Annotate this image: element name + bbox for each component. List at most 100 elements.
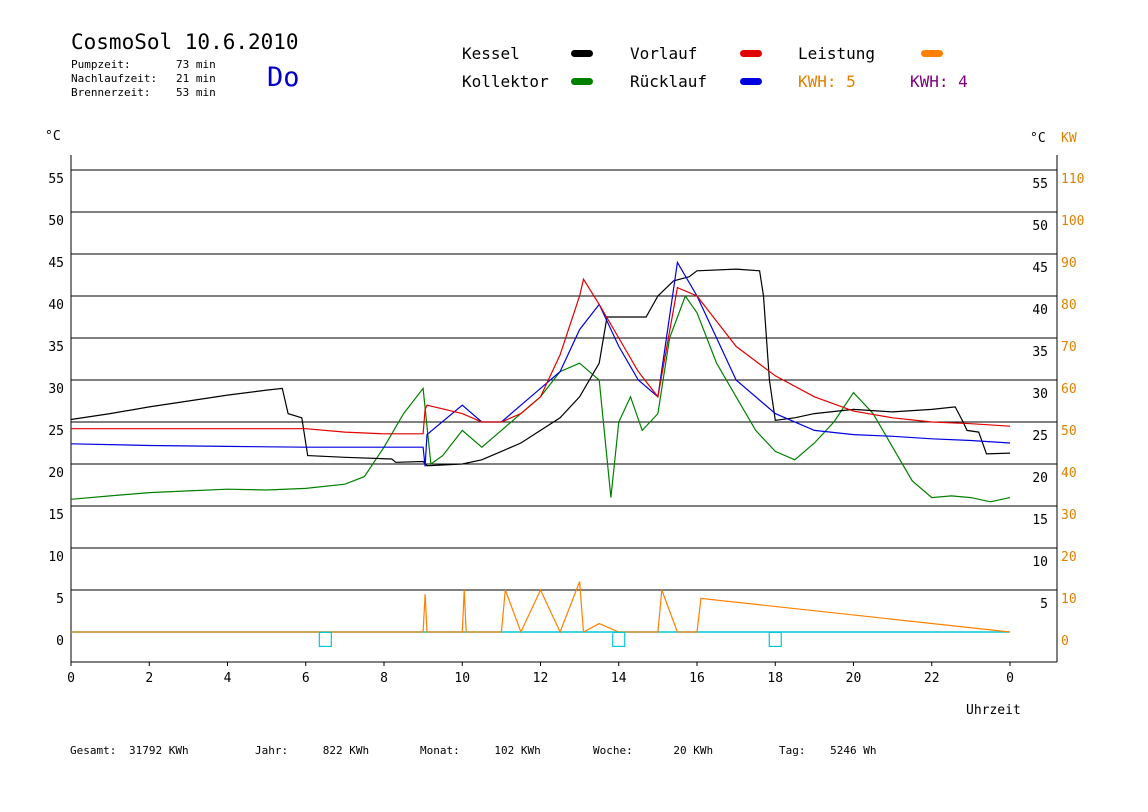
x-tick-label: 22 — [924, 671, 940, 686]
y-tick-label-left: 5 — [56, 592, 64, 607]
weekday-label: Do — [267, 62, 300, 93]
y-tick-label-left: 20 — [48, 466, 64, 481]
legend-swatch-leistung — [921, 50, 943, 57]
y-tick-label-right: 10 — [1032, 555, 1048, 570]
y-tick-label-right: 55 — [1032, 177, 1048, 192]
x-tick-label: 10 — [454, 671, 470, 686]
y-tick-label-kw: 90 — [1061, 256, 1077, 271]
y-tick-label-left: 30 — [48, 382, 64, 397]
footer-value: 31792 KWh — [128, 744, 189, 757]
footer-gesamt: Gesamt: 31792 KWh — [70, 744, 189, 757]
x-tick-label: 20 — [846, 671, 862, 686]
y-tick-label-right: 20 — [1032, 471, 1048, 486]
footer-label: Monat: — [420, 744, 460, 757]
chart-title: CosmoSol 10.6.2010 — [71, 30, 299, 54]
y-tick-label-left: 35 — [48, 340, 64, 355]
y-tick-label-left: 50 — [48, 214, 64, 229]
footer-value: 20 KWh — [673, 744, 714, 757]
y-tick-label-right: 5 — [1040, 597, 1048, 612]
footer-label: Woche: — [593, 744, 633, 757]
x-tick-label: 8 — [380, 671, 388, 686]
x-tick-label: 6 — [302, 671, 310, 686]
legend-swatch-kollektor — [571, 78, 593, 85]
y-tick-label-right: 50 — [1032, 219, 1048, 234]
footer-label: Tag: — [779, 744, 806, 757]
footer-monat: Monat: 102 KWh — [420, 744, 541, 757]
x-tick-label: 18 — [767, 671, 783, 686]
y-tick-label-kw: 60 — [1061, 382, 1077, 397]
x-tick-label: 2 — [145, 671, 153, 686]
marker-square — [768, 631, 782, 648]
y-tick-label-left: 0 — [56, 634, 64, 649]
y-tick-label-kw: 30 — [1061, 508, 1077, 523]
axes — [70, 155, 1058, 666]
y-tick-label-kw: 10 — [1061, 592, 1077, 607]
footer-value: 822 KWh — [322, 744, 370, 757]
y-tick-label-kw: 40 — [1061, 466, 1077, 481]
series-line-kollektor — [70, 294, 1011, 503]
y-tick-label-kw: 80 — [1061, 298, 1077, 313]
legend-label-kessel: Kessel — [462, 44, 520, 63]
y-axis-label-kw: KW — [1061, 131, 1077, 146]
y-tick-label-right: 40 — [1032, 303, 1048, 318]
stat-pumpzeit: Pumpzeit: 73 min — [71, 58, 231, 72]
legend-swatch-vorlauf — [740, 50, 762, 57]
x-tick-label: 14 — [611, 671, 627, 686]
footer-jahr: Jahr: 822 KWh — [255, 744, 369, 757]
y-tick-label-kw: 100 — [1061, 214, 1084, 229]
y-tick-label-left: 40 — [48, 298, 64, 313]
marker-square — [612, 631, 626, 648]
y-tick-label-right: 45 — [1032, 261, 1048, 276]
series-line-rücklauf — [70, 260, 1011, 467]
stat-label: Pumpzeit: — [71, 58, 131, 71]
series-line-leistung — [71, 581, 1011, 634]
y-tick-label-right: 15 — [1032, 513, 1048, 528]
legend-label-kollektor: Kollektor — [462, 72, 549, 91]
y-tick-label-left: 15 — [48, 508, 64, 523]
y-tick-label-kw: 20 — [1061, 550, 1077, 565]
y-axis-label-left: °C — [45, 129, 61, 144]
y-tick-label-kw: 110 — [1061, 172, 1084, 187]
x-tick-label: 4 — [224, 671, 232, 686]
kwh-total-orange: KWH: 5 — [798, 72, 856, 91]
x-tick-label: 0 — [1006, 671, 1014, 686]
legend-swatch-kessel — [571, 50, 593, 57]
y-tick-label-kw: 50 — [1061, 424, 1077, 439]
footer-tag: Tag: 5246 Wh — [779, 744, 876, 757]
grid-lines — [71, 169, 1057, 591]
y-tick-label-left: 45 — [48, 256, 64, 271]
stat-value: 53 min — [176, 86, 216, 99]
y-tick-label-right: 30 — [1032, 387, 1048, 402]
y-tick-label-kw: 70 — [1061, 340, 1077, 355]
stat-label: Nachlaufzeit: — [71, 72, 158, 85]
y-tick-label-left: 55 — [48, 172, 64, 187]
y-tick-label-right: 35 — [1032, 345, 1048, 360]
chart-plot: 0510152025303540455055510152025303540455… — [45, 129, 1084, 718]
series-lines — [70, 260, 1011, 634]
y-tick-label-left: 25 — [48, 424, 64, 439]
x-tick-label: 0 — [67, 671, 75, 686]
stat-value: 73 min — [176, 58, 216, 71]
y-tick-label-left: 10 — [48, 550, 64, 565]
marker-square — [318, 631, 332, 648]
footer-value: 5246 Wh — [830, 744, 877, 757]
stat-value: 21 min — [176, 72, 216, 85]
markers — [318, 631, 782, 648]
footer-label: Gesamt: — [70, 744, 117, 757]
tick-labels: 0510152025303540455055510152025303540455… — [48, 172, 1084, 686]
y-tick-label-kw: 0 — [1061, 634, 1069, 649]
footer-value: 102 KWh — [494, 744, 541, 757]
x-axis-label: Uhrzeit — [966, 703, 1021, 718]
footer-woche: Woche: 20 KWh — [593, 744, 713, 757]
stat-brennerzeit: Brennerzeit: 53 min — [71, 86, 231, 100]
y-axis-label-right: °C — [1030, 131, 1046, 146]
series-line-kessel — [70, 268, 1011, 467]
stat-nachlaufzeit: Nachlaufzeit: 21 min — [71, 72, 231, 86]
x-tick-label: 12 — [533, 671, 549, 686]
y-tick-label-right: 25 — [1032, 429, 1048, 444]
footer-label: Jahr: — [255, 744, 289, 757]
legend-swatch-ruecklauf — [740, 78, 762, 85]
stat-label: Brennerzeit: — [71, 86, 151, 99]
legend-label-leistung: Leistung — [798, 44, 876, 63]
legend-label-vorlauf: Vorlauf — [630, 44, 698, 63]
